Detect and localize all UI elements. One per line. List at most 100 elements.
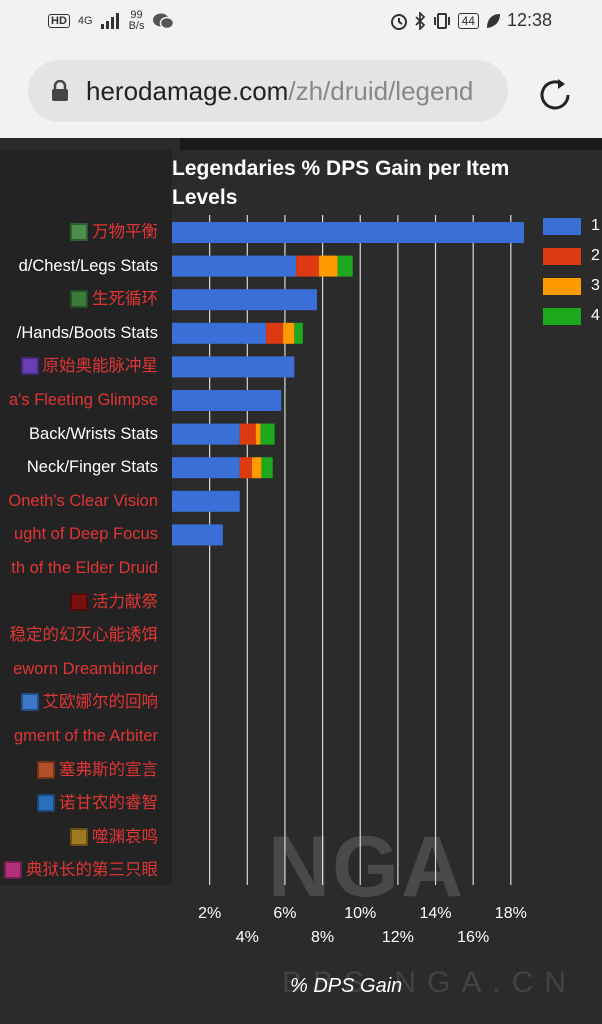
browser-toolbar: herodamage.com/zh/druid/legend: [0, 44, 602, 138]
legend-swatch: [543, 277, 581, 295]
nga-watermark: NGA: [268, 819, 466, 915]
bar-segment-6-series-1: [172, 423, 240, 445]
legend-item-4: 4: [543, 307, 600, 325]
category-label-8[interactable]: Oneth's Clear Vision: [0, 490, 158, 512]
category-text: d/Chest/Legs Stats: [18, 256, 158, 275]
bar-segment-7-series-1: [172, 457, 240, 479]
url-text[interactable]: herodamage.com/zh/druid/legend: [86, 76, 473, 107]
status-right: 44 12:38: [390, 10, 552, 31]
category-label-2[interactable]: 生死循环: [0, 288, 158, 310]
header-strip: [180, 138, 602, 150]
bar-segment-1-series-1: [172, 255, 297, 277]
x-tick-label-2: 2%: [198, 905, 222, 922]
category-text: Oneth's Clear Vision: [8, 491, 158, 510]
bar-segment-6-series-4: [260, 423, 275, 445]
category-text: 诺甘农的睿智: [59, 794, 158, 813]
reload-icon[interactable]: [536, 76, 574, 114]
x-tick-label-10: 10%: [344, 905, 377, 922]
category-label-5[interactable]: a's Fleeting Glimpse: [0, 389, 158, 411]
legend-swatch: [543, 247, 581, 265]
status-bar: HD 4G 99 B/s 44 12:38: [0, 0, 602, 44]
leaf-icon: [486, 13, 500, 28]
category-label-4[interactable]: 原始奥能脉冲星: [0, 355, 158, 377]
category-label-10[interactable]: th of the Elder Druid: [0, 557, 158, 579]
bar-segment-8-series-1: [172, 490, 240, 512]
net-speed-unit: B/s: [128, 20, 145, 32]
category-text: gment of the Arbiter: [14, 727, 158, 745]
bar-segment-9-series-1: [172, 524, 223, 546]
bar-segment-3-series-2: [266, 322, 284, 344]
x-tick-label-6: 6%: [273, 905, 297, 922]
category-text: /Hands/Boots Stats: [16, 323, 158, 342]
category-label-11[interactable]: 活力献祭: [0, 591, 158, 613]
category-text: eworn Dreambinder: [13, 659, 158, 678]
bar-segment-7-series-3: [252, 457, 262, 479]
cycle-icon: [70, 290, 88, 309]
category-label-7[interactable]: Neck/Finger Stats: [0, 456, 158, 478]
x-tick-label-14: 14%: [419, 905, 452, 922]
x-tick-label-4: 4%: [235, 929, 259, 946]
category-label-6[interactable]: Back/Wrists Stats: [0, 423, 158, 445]
pulsar-icon: [20, 357, 39, 376]
category-text: Back/Wrists Stats: [29, 424, 158, 443]
clock: 12:38: [506, 10, 552, 30]
category-text: 稳定的幻灭心能诱饵: [9, 626, 159, 645]
legend-item-3: 3: [543, 277, 600, 295]
category-text: 活力献祭: [92, 592, 158, 611]
category-label-15[interactable]: gment of the Arbiter: [0, 725, 158, 747]
bar-segment-7-series-4: [261, 457, 273, 479]
x-tick-label-8: 8%: [311, 929, 335, 946]
label-panel: [0, 150, 172, 885]
legend-label: 4: [591, 307, 600, 324]
nga-watermark-site: BBS.NGA.CN: [282, 966, 578, 999]
bar-segment-2-series-1: [172, 289, 317, 311]
wail-icon: [70, 827, 88, 846]
category-label-1[interactable]: d/Chest/Legs Stats: [0, 255, 158, 277]
alarm-icon: [390, 13, 407, 30]
bar-segment-6-series-2: [239, 423, 256, 445]
bluetooth-icon: [414, 11, 425, 30]
echo-icon: [20, 693, 39, 712]
bar-segment-3-series-4: [294, 322, 303, 344]
bar-segment-0-series-1: [172, 222, 524, 243]
battery-indicator: 44: [457, 12, 479, 29]
category-label-19[interactable]: 典狱长的第三只眼: [0, 859, 158, 881]
net-speed: 99 B/s: [129, 10, 145, 32]
bar-segment-3-series-3: [283, 322, 295, 344]
category-text: Neck/Finger Stats: [26, 458, 158, 477]
x-axis-label: % DPS Gain: [290, 975, 403, 997]
signal-icon: [100, 13, 119, 29]
eye-icon: [4, 861, 22, 880]
category-text: ught of Deep Focus: [13, 525, 158, 544]
legend-item-1: 1: [543, 217, 600, 235]
bar-segment-3-series-1: [172, 322, 267, 344]
category-label-16[interactable]: 塞弗斯的宣言: [0, 759, 158, 781]
bar-segment-4-series-1: [172, 356, 295, 378]
category-text: 典狱长的第三只眼: [26, 861, 158, 880]
category-text: 万物平衡: [92, 223, 158, 241]
category-text: 生死循环: [92, 290, 158, 309]
category-label-13[interactable]: eworn Dreambinder: [0, 658, 158, 680]
balance-icon: [70, 223, 88, 241]
bar-segment-6-series-3: [255, 423, 261, 445]
category-text: 原始奥能脉冲星: [42, 357, 159, 376]
address-bar[interactable]: herodamage.com/zh/druid/legend: [28, 60, 508, 122]
category-label-14[interactable]: 艾欧娜尔的回响: [0, 691, 158, 713]
network-type: 4G: [77, 14, 93, 27]
status-left: HD 4G 99 B/s: [48, 10, 175, 32]
legend-label: 3: [591, 277, 600, 294]
legend-swatch: [543, 217, 581, 235]
category-text: 塞弗斯的宣言: [59, 760, 158, 779]
category-label-18[interactable]: 噬渊哀鸣: [0, 826, 158, 848]
bar-segment-1-series-3: [318, 255, 338, 277]
category-text: th of the Elder Druid: [11, 559, 158, 577]
category-label-3[interactable]: /Hands/Boots Stats: [0, 322, 158, 344]
category-label-12[interactable]: 稳定的幻灭心能诱饵: [0, 624, 159, 646]
bar-segment-7-series-2: [239, 457, 252, 479]
category-label-17[interactable]: 诺甘农的睿智: [0, 792, 158, 814]
lock-icon: [52, 80, 68, 101]
category-label-9[interactable]: ught of Deep Focus: [0, 523, 158, 545]
category-label-0[interactable]: 万物平衡: [0, 221, 158, 243]
url-domain: herodamage.com: [86, 75, 289, 106]
